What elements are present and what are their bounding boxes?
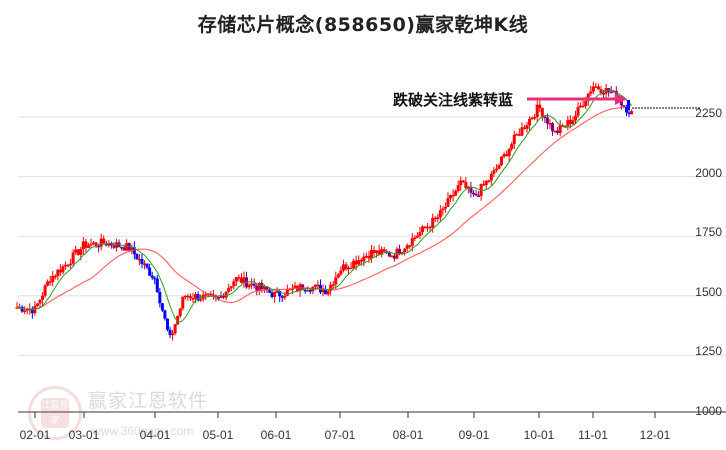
watermark-logo-icon: 江赢恩家	[28, 386, 82, 440]
ma-short-line	[16, 89, 632, 323]
x-tick-label: 02-01	[19, 428, 51, 442]
y-tick-label: 1250	[695, 344, 722, 359]
y-tick-label: 2000	[695, 165, 722, 180]
x-tick-label: 10-01	[523, 428, 555, 442]
ma-long-line	[16, 104, 632, 311]
x-tick-label: 04-01	[139, 428, 171, 442]
watermark-url: www.360gann.com	[92, 424, 194, 438]
x-tick-label: 06-01	[260, 428, 292, 442]
candles	[15, 81, 634, 341]
attention-line-annotation: 跌破关注线紫转蓝	[393, 91, 514, 109]
chart-title: 存储芯片概念(858650)赢家乾坤K线	[197, 14, 529, 36]
x-tick-label: 12-01	[639, 428, 671, 442]
y-tick-label: 1750	[695, 225, 722, 240]
x-tick-label: 05-01	[202, 428, 234, 442]
y-tick-label: 1000	[695, 404, 722, 418]
y-tick-label: 2250	[695, 106, 722, 120]
x-tick-label: 11-01	[578, 428, 608, 442]
attention-arrow-icon	[615, 93, 627, 105]
x-tick-label: 07-01	[324, 428, 356, 442]
x-tick-label: 08-01	[392, 428, 424, 442]
x-tick-label: 09-01	[458, 428, 490, 442]
y-tick-label: 1500	[695, 284, 722, 299]
x-tick-label: 03-01	[68, 428, 100, 442]
watermark-brand: 赢家江恩软件	[88, 390, 209, 412]
